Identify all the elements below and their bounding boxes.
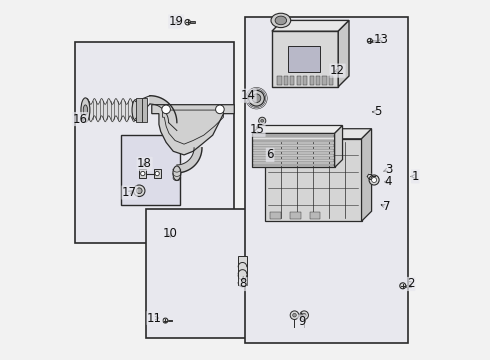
Circle shape xyxy=(133,185,145,197)
Circle shape xyxy=(163,318,168,323)
Bar xyxy=(284,76,288,85)
Circle shape xyxy=(248,90,265,106)
Text: 5: 5 xyxy=(374,105,381,118)
Bar xyxy=(406,285,411,287)
Circle shape xyxy=(162,105,171,114)
Bar xyxy=(253,140,334,142)
Polygon shape xyxy=(265,129,371,139)
Ellipse shape xyxy=(271,13,291,28)
Text: 6: 6 xyxy=(267,148,274,161)
Text: 1: 1 xyxy=(412,170,419,183)
Circle shape xyxy=(141,171,145,176)
Text: 7: 7 xyxy=(383,201,391,213)
Bar xyxy=(290,76,294,85)
Bar xyxy=(122,135,180,205)
Text: 15: 15 xyxy=(250,123,265,136)
Bar xyxy=(190,22,195,23)
Polygon shape xyxy=(362,129,371,221)
Text: 13: 13 xyxy=(374,33,389,46)
Circle shape xyxy=(368,39,372,43)
Bar xyxy=(322,76,327,85)
Circle shape xyxy=(155,171,159,176)
Bar xyxy=(290,212,300,220)
Text: 19: 19 xyxy=(169,15,184,28)
Bar xyxy=(277,76,282,85)
Ellipse shape xyxy=(275,16,287,25)
Bar xyxy=(316,76,320,85)
Bar xyxy=(303,76,307,85)
Circle shape xyxy=(259,117,266,125)
Circle shape xyxy=(261,120,264,122)
Text: 14: 14 xyxy=(241,89,256,102)
Bar xyxy=(74,42,234,243)
Text: 17: 17 xyxy=(122,186,137,199)
Text: 11: 11 xyxy=(147,311,162,325)
Polygon shape xyxy=(152,105,234,155)
Polygon shape xyxy=(252,134,335,167)
Bar xyxy=(253,149,334,152)
Bar xyxy=(372,40,376,41)
Text: 3: 3 xyxy=(385,163,392,176)
Bar xyxy=(253,159,334,162)
Text: 16: 16 xyxy=(73,113,88,126)
Bar xyxy=(253,154,334,157)
Polygon shape xyxy=(153,169,161,178)
Text: 2: 2 xyxy=(407,278,415,291)
Bar xyxy=(270,212,281,220)
Text: 9: 9 xyxy=(298,315,305,328)
Text: 12: 12 xyxy=(330,64,345,77)
Bar xyxy=(253,135,334,137)
Polygon shape xyxy=(338,21,349,87)
Circle shape xyxy=(185,19,190,25)
Bar xyxy=(253,164,334,166)
Circle shape xyxy=(300,311,309,319)
Circle shape xyxy=(302,314,306,317)
Text: 8: 8 xyxy=(240,278,247,291)
Bar xyxy=(288,45,320,72)
Bar xyxy=(253,144,334,147)
Circle shape xyxy=(400,283,406,289)
Polygon shape xyxy=(252,126,343,134)
Circle shape xyxy=(290,311,299,319)
Circle shape xyxy=(293,314,296,317)
Bar xyxy=(136,98,142,122)
Ellipse shape xyxy=(132,100,139,121)
Text: 4: 4 xyxy=(385,175,392,188)
Bar xyxy=(329,76,333,85)
Circle shape xyxy=(369,175,379,185)
Bar xyxy=(168,320,172,321)
Text: 18: 18 xyxy=(137,157,152,170)
Ellipse shape xyxy=(81,98,90,122)
Polygon shape xyxy=(335,126,343,167)
Circle shape xyxy=(252,94,261,103)
Polygon shape xyxy=(265,139,362,221)
Bar xyxy=(296,76,301,85)
Polygon shape xyxy=(272,31,338,87)
Bar xyxy=(245,17,408,343)
Bar xyxy=(310,212,320,220)
Polygon shape xyxy=(177,148,202,173)
Bar xyxy=(238,256,247,285)
Polygon shape xyxy=(272,21,349,31)
Bar xyxy=(142,98,147,122)
Circle shape xyxy=(371,177,377,183)
Circle shape xyxy=(136,188,142,194)
Ellipse shape xyxy=(83,105,88,115)
Ellipse shape xyxy=(173,166,181,180)
Bar xyxy=(310,76,314,85)
Circle shape xyxy=(216,105,224,114)
Bar xyxy=(147,209,285,338)
Polygon shape xyxy=(139,169,147,178)
Text: 10: 10 xyxy=(162,227,177,240)
Polygon shape xyxy=(368,174,372,179)
Polygon shape xyxy=(150,96,177,123)
